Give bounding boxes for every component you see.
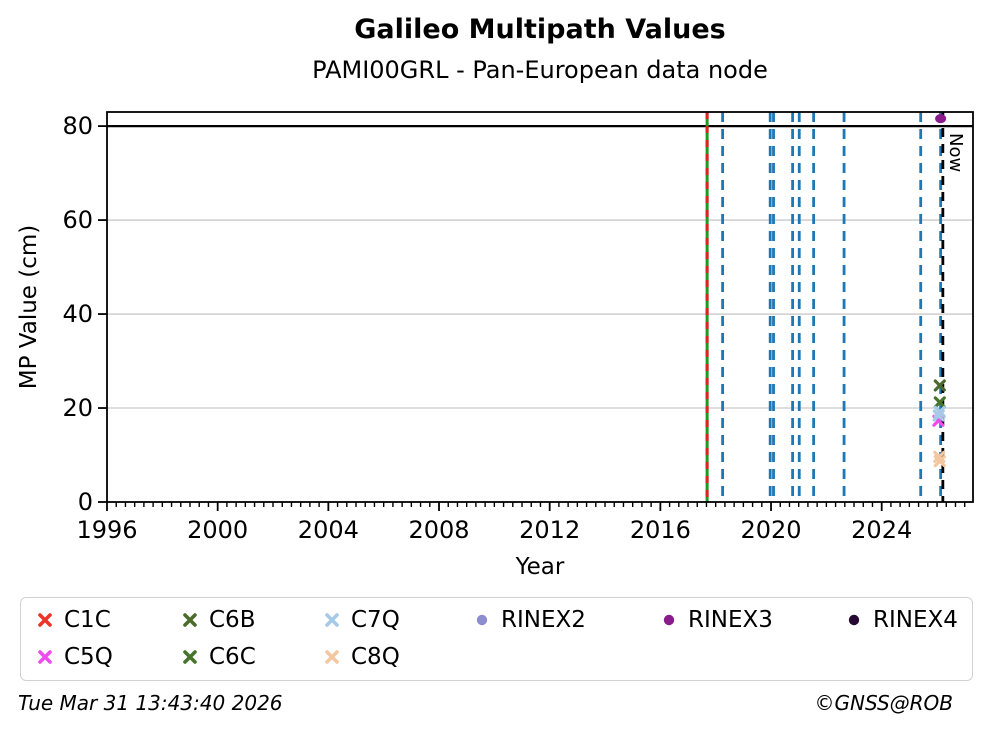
x-tick-label: 2012 [519, 516, 580, 544]
y-tick-label: 20 [62, 394, 93, 422]
data-point-c7q [932, 409, 945, 422]
x-marker-icon [38, 613, 52, 627]
legend-marker-shape [476, 614, 488, 626]
x-tick-label: 1996 [76, 516, 137, 544]
y-tick-label: 40 [62, 300, 93, 328]
x-tick-label: 2024 [851, 516, 912, 544]
legend-label: C7Q [351, 607, 400, 633]
circle-marker-icon [476, 614, 488, 626]
credit-text: ©GNSS@ROB [814, 691, 954, 715]
legend-item-c1c: C1C [37, 607, 111, 633]
x-marker-icon [325, 650, 339, 664]
chart-title: Galileo Multipath Values [354, 14, 726, 45]
legend-label: C6B [209, 607, 256, 633]
circle-marker-icon [848, 614, 860, 626]
now-label: Now [945, 133, 966, 172]
y-tick-label: 80 [62, 112, 93, 140]
y-axis-label: MP Value (cm) [16, 225, 42, 390]
legend-item-c5q: C5Q [37, 644, 113, 670]
legend-label: RINEX2 [501, 607, 586, 633]
legend-item-c7q: C7Q [324, 607, 400, 633]
legend-marker-shape [848, 614, 860, 626]
data-point-c8q [933, 455, 946, 468]
y-tick-label: 0 [78, 488, 93, 516]
legend-item-c6c: C6C [182, 644, 256, 670]
legend-marker-shape [183, 613, 197, 627]
legend-item-rinex4: RINEX4 [846, 607, 958, 633]
legend-marker-shape [663, 614, 675, 626]
x-tick-label: 2020 [740, 516, 801, 544]
x-axis-label: Year [515, 554, 565, 580]
legend-marker-shape [325, 613, 339, 627]
circle-marker-icon [663, 614, 675, 626]
plot-area: Now 0 20 40 60 80 1996 2000 2004 2008 2012 2016 2020… [16, 111, 974, 580]
legend-item-c8q: C8Q [324, 644, 400, 670]
legend-label: C1C [64, 607, 111, 633]
x-marker-icon [38, 650, 52, 664]
x-tick-label: 2008 [408, 516, 469, 544]
x-tick-label: 2004 [298, 516, 359, 544]
chart-subtitle: PAMI00GRL - Pan-European data node [312, 56, 768, 84]
legend-marker-shape [325, 650, 339, 664]
y-tick-label: 60 [62, 206, 93, 234]
x-tick-label: 2016 [630, 516, 691, 544]
legend-label: C6C [209, 644, 256, 670]
legend-label: RINEX4 [873, 607, 958, 633]
x-marker-icon [183, 613, 197, 627]
legend-marker-shape [38, 613, 52, 627]
legend-label: C8Q [351, 644, 400, 670]
x-tick-label: 2000 [187, 516, 248, 544]
x-marker-icon [183, 650, 197, 664]
x-marker-icon [325, 613, 339, 627]
legend-item-rinex2: RINEX2 [474, 607, 586, 633]
data-point-c6b [933, 379, 946, 392]
legend: C1C C5Q C6B C6C C7Q C8Q RINEX2 RINEX3 RINEX4 [20, 597, 973, 681]
legend-marker-shape [38, 650, 52, 664]
legend-item-rinex3: RINEX3 [661, 607, 773, 633]
timestamp-text: Tue Mar 31 13:43:40 2026 [18, 691, 283, 715]
data-point-rinex3 [935, 113, 947, 124]
legend-marker-shape [183, 650, 197, 664]
data-point-c6c [933, 396, 946, 409]
legend-label: C5Q [64, 644, 113, 670]
legend-item-c6b: C6B [182, 607, 256, 633]
legend-label: RINEX3 [688, 607, 773, 633]
